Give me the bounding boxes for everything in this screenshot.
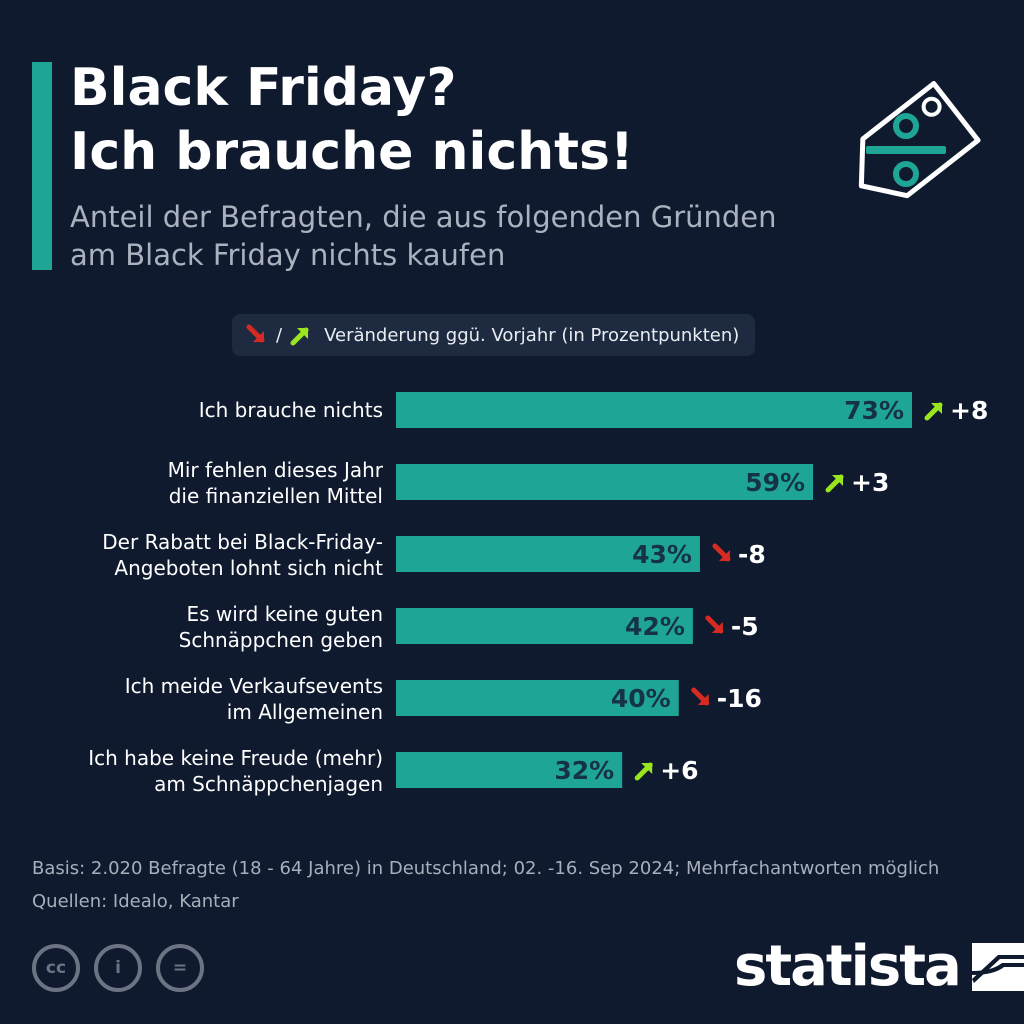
arrow-up-right-icon <box>924 402 943 421</box>
category-label: Es wird keine guten Schnäppchen geben <box>179 602 383 652</box>
change-label: +8 <box>950 396 988 425</box>
change-label: -16 <box>717 684 762 713</box>
arrow-head <box>718 550 730 561</box>
category-label: Ich brauche nichts <box>199 398 383 422</box>
category-label-line: Mir fehlen dieses Jahr <box>168 458 384 482</box>
change-label: -8 <box>738 540 766 569</box>
footnote: Basis: 2.020 Befragte (18 - 64 Jahre) in… <box>32 852 1012 918</box>
chart-subtitle: Anteil der Befragten, die aus folgenden … <box>70 198 850 274</box>
category-label-line: am Schnäppchenjagen <box>154 772 383 796</box>
legend: / Veränderung ggü. Vorjahr (in Prozentpu… <box>232 314 756 356</box>
arrow-head <box>832 475 844 486</box>
price-tag-divide-icon <box>858 81 981 199</box>
value-label: 40% <box>611 684 671 713</box>
bar <box>396 608 693 644</box>
category-label: Ich meide Verkaufsevents im Allgemeinen <box>125 674 383 724</box>
bar <box>396 464 814 500</box>
attribution-icon[interactable]: i <box>94 944 142 992</box>
category-label-line: Ich brauche nichts <box>199 398 383 422</box>
category-label-line: Es wird keine guten <box>186 602 383 626</box>
value-label: 32% <box>554 756 614 785</box>
category-label-line: die finanziellen Mittel <box>169 484 383 508</box>
title-line-1: Black Friday? <box>70 58 457 118</box>
arrow-head <box>697 694 709 705</box>
arrow-up-right-icon <box>825 474 844 493</box>
arrow-up-right-icon <box>290 327 309 346</box>
statista-logo[interactable]: statista <box>734 934 1024 999</box>
legend-separator: / <box>276 324 283 346</box>
category-label-line: Schnäppchen geben <box>179 628 383 652</box>
subtitle-line-2: am Black Friday nichts kaufen <box>70 238 506 272</box>
footnote-basis: Basis: 2.020 Befragte (18 - 64 Jahre) in… <box>32 858 940 879</box>
change-label: +6 <box>660 756 698 785</box>
arrow-down-right-icon <box>712 543 731 562</box>
bar <box>396 752 623 788</box>
bar-chart: Ich brauche nichts 73% +8 Mir fehlen dieses… <box>88 392 988 796</box>
change-label: -5 <box>731 612 759 641</box>
arrow-down-right-icon <box>691 687 710 706</box>
value-label: 43% <box>632 540 692 569</box>
subtitle-line-1: Anteil der Befragten, die aus folgenden … <box>70 200 777 234</box>
category-label-line: Ich habe keine Freude (mehr) <box>88 746 383 770</box>
value-label: 73% <box>844 396 904 425</box>
category-label-line: Der Rabatt bei Black-Friday- <box>102 530 383 554</box>
title-accent-bar <box>32 62 52 270</box>
bar <box>396 536 700 572</box>
arrow-head <box>711 622 723 633</box>
statista-mark-icon <box>971 942 1024 991</box>
category-label: Der Rabatt bei Black-Friday-Angeboten lo… <box>102 530 383 580</box>
no-derivatives-icon[interactable]: = <box>156 944 204 992</box>
bar <box>396 392 912 428</box>
category-label-line: im Allgemeinen <box>227 700 383 724</box>
value-label: 42% <box>625 612 685 641</box>
value-label: 59% <box>745 468 805 497</box>
category-label: Ich habe keine Freude (mehr) am Schnäppch… <box>88 746 383 796</box>
chart-title: Black Friday? Ich brauche nichts! <box>70 56 790 184</box>
license-icons: cc i = <box>32 944 204 992</box>
change-label: +3 <box>851 468 889 497</box>
arrow-down-right-icon <box>246 324 265 343</box>
creative-commons-icon[interactable]: cc <box>32 944 80 992</box>
category-label: Mir fehlen dieses Jahr die finanziellen M… <box>168 458 384 508</box>
category-label-line: Angeboten lohnt sich nicht <box>114 556 383 580</box>
bar <box>396 680 679 716</box>
arrow-up-right-icon <box>634 762 653 781</box>
legend-text: Veränderung ggü. Vorjahr (in Prozentpunk… <box>324 324 740 346</box>
brand-wordmark: statista <box>734 934 962 999</box>
category-label-line: Ich meide Verkaufsevents <box>125 674 383 698</box>
footnote-sources: Quellen: Idealo, Kantar <box>32 891 239 912</box>
title-line-2: Ich brauche nichts! <box>70 122 634 182</box>
arrow-head <box>931 403 942 414</box>
arrow-head <box>641 763 653 774</box>
arrow-down-right-icon <box>705 615 724 634</box>
